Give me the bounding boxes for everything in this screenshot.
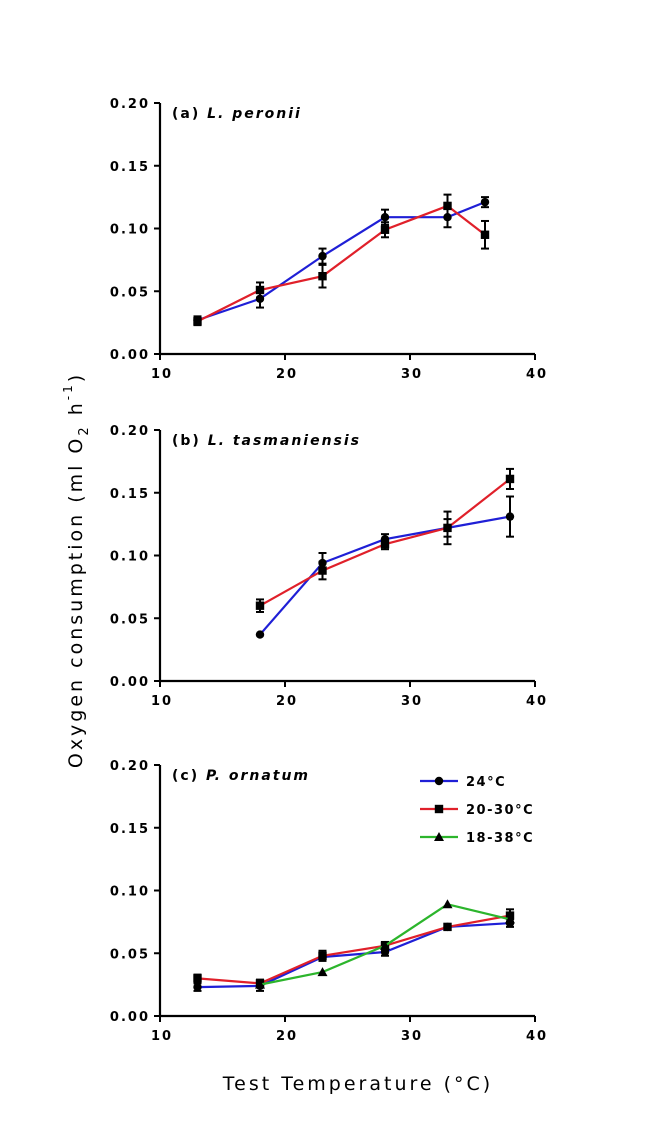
panel-label: (b) L. tasmaniensis [172, 433, 361, 449]
y-tick-label: 0.00 [110, 675, 150, 690]
series-line [197, 914, 511, 985]
legend-label: 18-38°C [466, 831, 534, 846]
y-tick-label: 0.00 [110, 1010, 150, 1025]
panel-label: (c) P. ornatum [172, 768, 310, 784]
data-point [318, 251, 327, 261]
x-tick-label: 10 [151, 367, 173, 382]
data-point [443, 523, 452, 533]
data-point [317, 967, 328, 977]
y-axis-title-unit: h [65, 400, 87, 424]
legend-item: 20-30°C [420, 803, 534, 818]
series-18-38°C [255, 899, 515, 989]
data-point [380, 940, 390, 950]
panel-tag: (b) [172, 433, 208, 449]
y-tick-label: 0.05 [110, 285, 150, 300]
y-tick-label: 0.05 [110, 947, 150, 962]
series-24°C [193, 196, 490, 325]
legend: 24°C 20-30°C 18-38°C [420, 775, 534, 846]
data-point [318, 566, 327, 575]
x-tick-label: 20 [276, 1029, 298, 1044]
legend-label: 24°C [466, 775, 506, 790]
x-tick-label: 40 [526, 694, 548, 709]
species-name: P. ornatum [206, 768, 310, 784]
data-point [380, 213, 390, 222]
panel-tag: (c) [172, 768, 206, 784]
data-point [443, 922, 452, 932]
y-tick-label: 0.15 [110, 487, 150, 502]
legend-marker [434, 804, 444, 814]
series-20-30°C [193, 908, 515, 989]
data-point [318, 951, 327, 960]
y-tick-label: 0.10 [110, 223, 150, 238]
y-tick-label: 0.20 [110, 424, 150, 439]
data-point [505, 914, 515, 924]
panel-a: 0.00 0.05 0.10 0.15 0.20 10 20 30 40 (a) L. peron… [110, 97, 548, 382]
panel-tag: (a) [172, 106, 207, 122]
x-tick-label: 10 [151, 1029, 173, 1044]
data-point [480, 197, 490, 207]
y-tick-label: 0.10 [110, 550, 150, 565]
data-point [442, 899, 453, 909]
data-point [255, 979, 265, 989]
panel-b: 0.00 0.05 0.10 0.15 0.20 10 20 30 40 (b) L. tasma… [110, 424, 548, 709]
x-tick-label: 30 [401, 694, 423, 709]
x-tick-label: 20 [276, 694, 298, 709]
series-24°C [255, 495, 515, 639]
y-tick-label: 0.20 [110, 759, 150, 774]
data-point [193, 974, 202, 983]
data-point [255, 601, 265, 610]
legend-marker [434, 776, 444, 786]
data-point [505, 512, 515, 521]
y-tick-label: 0.15 [110, 822, 150, 837]
data-point [380, 540, 390, 549]
y-axis-title-main: Oxygen consumption (ml O [65, 436, 87, 769]
species-name: L. peronii [207, 106, 302, 122]
legend-label: 20-30°C [466, 803, 534, 818]
data-point [443, 201, 452, 211]
legend-item: 24°C [420, 775, 506, 790]
x-tick-label: 30 [401, 367, 423, 382]
panel-c: 0.00 0.05 0.10 0.15 0.20 10 20 30 40 (c) P. ornat… [110, 759, 548, 1044]
y-tick-label: 0.15 [110, 160, 150, 175]
series-20-30°C [193, 193, 490, 327]
legend-marker [434, 832, 444, 841]
x-tick-label: 40 [526, 1029, 548, 1044]
series-line [197, 201, 486, 322]
data-point [193, 982, 202, 992]
data-point [193, 317, 202, 326]
x-axis-title: Test Temperature (°C) [222, 1073, 493, 1095]
y-tick-label: 0.10 [110, 885, 150, 900]
data-point [318, 271, 327, 281]
species-name: L. tasmaniensis [208, 433, 361, 449]
data-point [505, 474, 515, 484]
data-point [480, 230, 490, 239]
series-line [197, 922, 511, 989]
y-tick-label: 0.05 [110, 612, 150, 627]
y-axis-title-close: ) [65, 372, 87, 382]
panel-label: (a) L. peronii [172, 106, 302, 122]
series-line [197, 204, 486, 323]
x-tick-label: 40 [526, 367, 548, 382]
y-tick-label: 0.00 [110, 348, 150, 363]
legend-item: 18-38°C [420, 831, 534, 846]
data-point [255, 285, 265, 295]
series-24°C [193, 918, 515, 992]
data-point [255, 630, 265, 639]
y-axis-title-sup: -1 [61, 382, 75, 400]
x-tick-label: 30 [401, 1029, 423, 1044]
y-axis-title-sub: 2 [77, 424, 92, 435]
data-point [380, 225, 390, 234]
panels: 0.00 0.05 0.10 0.15 0.20 10 20 30 40 (a) L. peron… [110, 97, 548, 1044]
y-axis-title: Oxygen consumption (ml O2 h-1) [61, 372, 92, 768]
series-20-30°C [255, 467, 515, 613]
x-tick-label: 20 [276, 367, 298, 382]
y-tick-label: 0.20 [110, 97, 150, 112]
x-tick-label: 10 [151, 694, 173, 709]
